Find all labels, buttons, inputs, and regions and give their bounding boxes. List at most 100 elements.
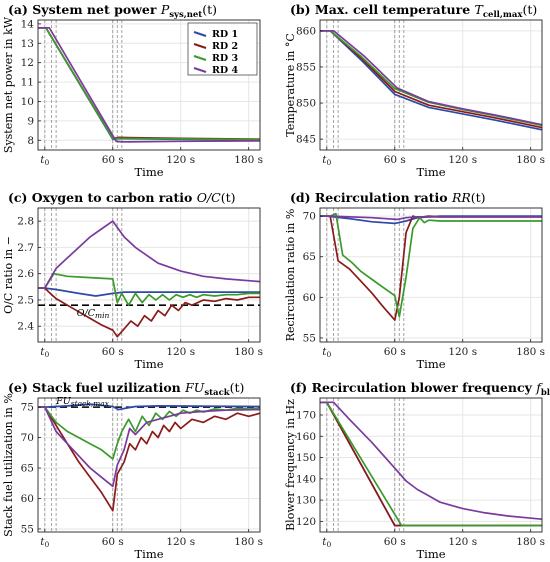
limit-label: FUstack,max [55, 396, 110, 408]
legend-swatch [193, 55, 207, 61]
panel-title-text: Oxygen to carbon ratio [32, 190, 197, 205]
series-line-rd-2 [38, 287, 260, 338]
y-tick-label: 55 [21, 523, 34, 535]
axes-frame [319, 207, 543, 343]
legend-swatch [193, 67, 207, 73]
x-tick-label: t0 [322, 536, 331, 549]
x-tick-label: t0 [40, 346, 49, 359]
y-tick-label: 10 [21, 96, 34, 108]
panel-label: (e) [8, 380, 32, 395]
panel-d: 55 60 65 70 t0 60 s 120 s 180 s Time Recirculatio… [284, 190, 545, 371]
x-tick-t: t [40, 536, 45, 548]
legend-swatch [193, 31, 207, 37]
y-tick-label: 65 [21, 463, 34, 475]
series-line-rd-1 [38, 287, 260, 297]
panel-label: (a) [8, 2, 32, 17]
panel-title-subscript: stack [204, 388, 230, 398]
x-tick-t: t [40, 346, 45, 358]
y-tick-label: 140 [296, 473, 316, 485]
series-group [320, 401, 542, 527]
y-tick-label: 2.8 [17, 216, 34, 228]
y-tick-label: 75 [21, 402, 34, 414]
panel-title-symbol: FU [184, 380, 205, 395]
legend-entry: RD 3 [212, 53, 238, 64]
legend-entry: RD 1 [212, 29, 238, 40]
axes-frame [37, 19, 261, 151]
panel-title-symbol: P [160, 2, 170, 17]
y-tick-label: 11 [21, 77, 34, 89]
panel-title: (c) Oxygen to carbon ratio O/C(t) [8, 190, 236, 205]
panel-title-arg: (t) [202, 2, 217, 17]
y-axis-label: Recirculation ratio in % [284, 209, 297, 342]
y-axis-label: Stack fuel utilization in % [2, 393, 15, 537]
series-line-rd-4 [320, 215, 542, 221]
y-tick-label: 850 [296, 98, 316, 110]
panel-c: 2.4 2.5 2.6 2.7 2.8 t0 60 s 120 s 180 s Time O/C r… [2, 190, 263, 371]
panel-title-arg: (t) [471, 190, 486, 205]
y-axis-label: O/C ratio in − [2, 236, 15, 314]
y-tick-label: 170 [296, 410, 316, 422]
x-tick-label: 180 s [516, 154, 545, 166]
panel-title-subscript: cell,max [483, 10, 524, 20]
x-tick-t: t [322, 154, 327, 166]
plot-area [320, 208, 542, 342]
x-tick-label: 60 s [384, 536, 406, 548]
panel-title-text: Recirculation blower frequency [312, 380, 537, 395]
y-tick-label: 65 [303, 251, 316, 263]
panel-title-text: Recirculation ratio [315, 190, 452, 205]
x-tick-label: 120 s [166, 346, 195, 358]
axes-frame [37, 397, 261, 533]
series-line-rd-3 [38, 406, 260, 460]
x-axis-label: Time [416, 357, 445, 371]
x-tick-label: 60 s [102, 346, 124, 358]
series-group [320, 212, 542, 321]
y-tick-label: 130 [296, 495, 316, 507]
panel-label: (d) [290, 190, 315, 205]
plot-area [38, 398, 260, 532]
y-tick-label: 60 [21, 493, 34, 505]
y-tick-label: 2.7 [17, 242, 34, 254]
y-tick-label: 855 [296, 61, 316, 73]
x-axis-label: Time [134, 547, 163, 561]
panel-title-text: Stack fuel uzilization [32, 380, 185, 395]
x-tick-sub: 0 [327, 540, 332, 549]
panel-title-subscript: bl,rec [541, 388, 550, 398]
x-tick-label: t0 [40, 536, 49, 549]
series-group [38, 403, 260, 512]
legend-entry: RD 2 [212, 41, 238, 52]
y-tick-label: 55 [303, 332, 316, 344]
panel-title: (a) System net power Psys,net(t) [8, 2, 217, 20]
axes-frame [319, 19, 543, 151]
y-tick-label: 120 [296, 516, 316, 528]
panel-title-symbol: f [535, 380, 543, 395]
x-tick-label: 180 s [234, 536, 263, 548]
x-tick-t: t [322, 346, 327, 358]
x-tick-sub: 0 [45, 350, 50, 359]
y-tick-label: 14 [21, 18, 35, 30]
x-tick-label: t0 [40, 154, 49, 167]
x-tick-label: 60 s [384, 154, 406, 166]
x-tick-t: t [40, 154, 45, 166]
limit-label: O/Cmin [77, 308, 110, 320]
panel-title: (f) Recirculation blower frequency fbl,r… [290, 380, 550, 398]
panel-b: 845 850 855 860 t0 60 s 120 s 180 s Time Temperat… [284, 2, 545, 179]
x-tick-sub: 0 [45, 158, 50, 167]
x-tick-label: 60 s [384, 346, 406, 358]
x-tick-t: t [322, 536, 327, 548]
panel-label: (b) [290, 2, 315, 17]
legend-entry: RD 4 [212, 65, 238, 76]
series-line-rd-3 [320, 212, 542, 318]
series-group [38, 220, 260, 338]
panel-title-symbol: O/C [197, 190, 221, 205]
panel-f: 120 130 140 150 160 170 t0 60 s 120 s 180 s Time Bl… [284, 380, 550, 561]
series-line-rd-4 [320, 29, 542, 126]
y-tick-label: 845 [296, 134, 316, 146]
x-tick-label: 60 s [102, 536, 124, 548]
panel-title: (d) Recirculation ratio RR(t) [290, 190, 486, 205]
y-axis-label: System net power in kW [2, 16, 15, 153]
y-axis-label: Temperature in °C [284, 33, 297, 137]
series-line-rd-4 [320, 401, 542, 521]
panel-title-arg: (t) [522, 2, 537, 17]
x-tick-label: 180 s [516, 346, 545, 358]
